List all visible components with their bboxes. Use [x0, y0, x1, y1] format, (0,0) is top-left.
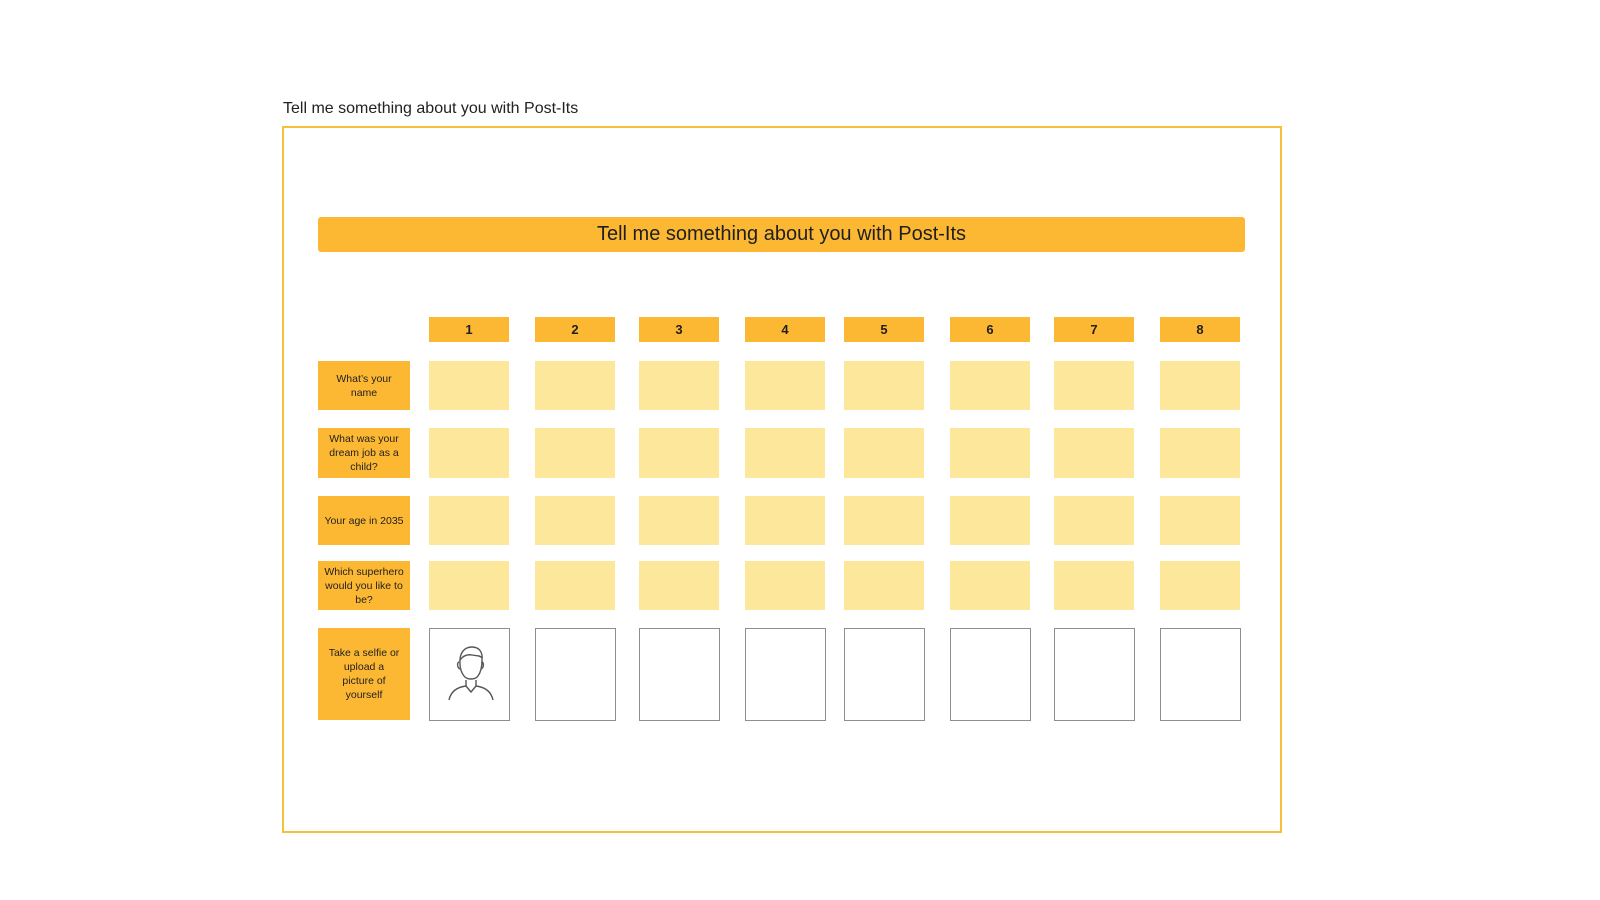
postit-slot[interactable] — [844, 496, 924, 545]
postit-slot[interactable] — [639, 496, 719, 545]
postit-slot[interactable] — [844, 361, 924, 410]
postit-slot[interactable] — [429, 361, 509, 410]
postit-slot[interactable] — [639, 428, 719, 478]
column-header-5: 5 — [844, 317, 924, 342]
column-header-8: 8 — [1160, 317, 1240, 342]
row-question-3: Your age in 2035 — [318, 496, 410, 545]
photo-slot[interactable] — [1160, 628, 1241, 721]
column-header-4: 4 — [745, 317, 825, 342]
postit-slot[interactable] — [429, 496, 509, 545]
row-question-photo: Take a selfie or upload a picture of you… — [318, 628, 410, 720]
postit-slot[interactable] — [429, 561, 509, 610]
frame-label: Tell me something about you with Post-It… — [283, 100, 579, 117]
postit-slot[interactable] — [1160, 428, 1240, 478]
postit-slot[interactable] — [535, 496, 615, 545]
photo-slot[interactable] — [639, 628, 720, 721]
postit-slot[interactable] — [1160, 561, 1240, 610]
postit-slot[interactable] — [1054, 561, 1134, 610]
column-header-6: 6 — [950, 317, 1030, 342]
postit-slot[interactable] — [535, 561, 615, 610]
photo-slot[interactable] — [535, 628, 616, 721]
postit-slot[interactable] — [950, 428, 1030, 478]
postit-slot[interactable] — [844, 561, 924, 610]
postit-slot[interactable] — [1054, 496, 1134, 545]
photo-slot[interactable] — [429, 628, 510, 721]
postit-slot[interactable] — [639, 561, 719, 610]
postit-slot[interactable] — [745, 496, 825, 545]
column-header-3: 3 — [639, 317, 719, 342]
postit-slot[interactable] — [745, 361, 825, 410]
postit-slot[interactable] — [950, 561, 1030, 610]
postit-slot[interactable] — [844, 428, 924, 478]
photo-slot[interactable] — [844, 628, 925, 721]
column-header-7: 7 — [1054, 317, 1134, 342]
photo-slot[interactable] — [1054, 628, 1135, 721]
photo-slot[interactable] — [950, 628, 1031, 721]
postit-slot[interactable] — [1054, 428, 1134, 478]
column-header-2: 2 — [535, 317, 615, 342]
row-question-2: What was your dream job as a child? — [318, 428, 410, 478]
postit-slot[interactable] — [1160, 361, 1240, 410]
postit-slot[interactable] — [745, 428, 825, 478]
postit-slot[interactable] — [429, 428, 509, 478]
column-header-1: 1 — [429, 317, 509, 342]
row-question-1: What’s your name — [318, 361, 410, 410]
person-avatar-icon — [445, 642, 495, 707]
row-question-4: Which superhero would you like to be? — [318, 561, 410, 610]
postit-slot[interactable] — [950, 496, 1030, 545]
postit-slot[interactable] — [1160, 496, 1240, 545]
postit-slot[interactable] — [535, 428, 615, 478]
postit-slot[interactable] — [745, 561, 825, 610]
board-title-banner: Tell me something about you with Post-It… — [318, 217, 1245, 252]
postit-slot[interactable] — [639, 361, 719, 410]
postit-slot[interactable] — [950, 361, 1030, 410]
photo-slot[interactable] — [745, 628, 826, 721]
postit-slot[interactable] — [535, 361, 615, 410]
postit-slot[interactable] — [1054, 361, 1134, 410]
